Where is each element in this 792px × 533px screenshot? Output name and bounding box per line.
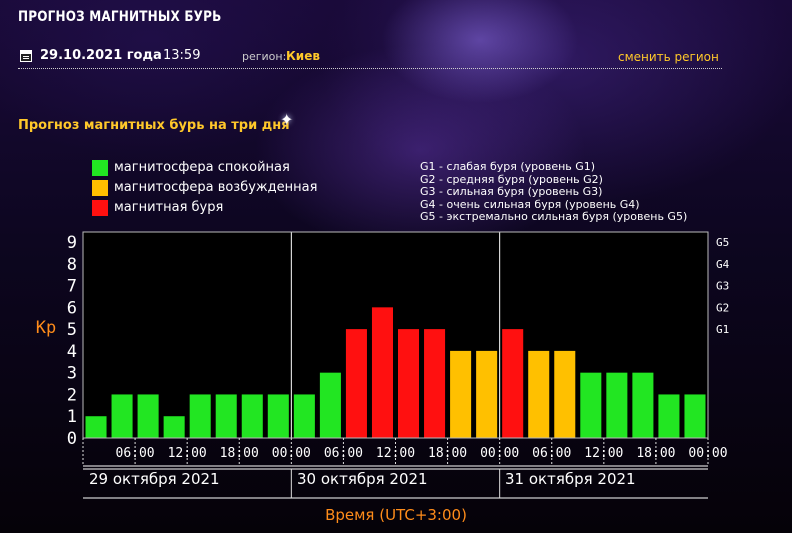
legend-swatch-quiet [92, 160, 108, 176]
x-tick-label: 12:00 [168, 446, 207, 461]
kp-bar [293, 394, 315, 438]
star-icon: ✦ [280, 110, 294, 129]
x-tick-label: 12:00 [376, 446, 415, 461]
y-tick-label: 2 [67, 385, 77, 405]
y-tick-label: 1 [67, 407, 77, 427]
day-label-1: 29 октября 2021 [89, 470, 220, 488]
x-tick-label: 06:00 [116, 446, 155, 461]
kp-bar [398, 329, 420, 438]
x-tick-label: 06:00 [324, 446, 363, 461]
x-tick-label: 18:00 [220, 446, 259, 461]
kp-bar [606, 372, 628, 438]
current-time: 13:59 [163, 48, 201, 63]
y-tick-label: 7 [67, 277, 77, 297]
kp-bar [632, 372, 654, 438]
kp-bar [163, 416, 185, 438]
g-tick-label: G2 [716, 301, 729, 314]
kp-bar [476, 350, 498, 438]
x-tick-label: 00:00 [480, 446, 519, 461]
y-tick-label: 4 [67, 342, 77, 362]
plot-area [83, 232, 708, 438]
change-region-link[interactable]: сменить регион [618, 50, 719, 64]
legend-label-quiet: магнитосфера спокойная [114, 160, 290, 175]
x-tick-label: 00:00 [688, 446, 727, 461]
kp-bar [371, 307, 393, 438]
day-label-2: 30 октября 2021 [297, 470, 428, 488]
g-level-4: G4 - очень сильная буря (уровень G4) [420, 197, 640, 211]
y-tick-label: 8 [67, 255, 77, 275]
section-title: Прогноз магнитных бурь на три дня [18, 118, 290, 133]
x-axis-title: Время (UTC+3:00) [325, 506, 467, 524]
kp-bar [85, 416, 107, 438]
legend-label-active: магнитосфера возбужденная [114, 180, 318, 195]
kp-bar [319, 372, 341, 438]
g-level-1: G1 - слабая буря (уровень G1) [420, 160, 596, 173]
region-value: Киев [286, 49, 320, 63]
kp-bar [111, 394, 133, 438]
g-level-5: G5 - экстремально сильная буря (уровень … [420, 210, 688, 224]
g-tick-label: G5 [716, 236, 729, 249]
kp-bar [137, 394, 159, 438]
kp-bar [450, 350, 472, 438]
legend-item-active: магнитосфера возбужденная [92, 180, 317, 196]
kp-bar [345, 329, 367, 438]
day-label-3: 31 октября 2021 [505, 470, 636, 488]
region-prefix: регион: [242, 50, 287, 63]
site-title: ПРОГНОЗ МАГНИТНЫХ БУРЬ [18, 9, 222, 25]
x-tick-label: 18:00 [428, 446, 467, 461]
kp-bar [684, 394, 706, 438]
current-date: 29.10.2021 года [40, 48, 162, 63]
g-tick-label: G1 [716, 323, 729, 336]
y-axis-title: Kp [36, 318, 56, 338]
kp-bar [267, 394, 289, 438]
y-tick-label: 0 [67, 429, 77, 449]
legend-swatch-active [92, 180, 108, 196]
g-level-3: G3 - сильная буря (уровень G3) [420, 185, 603, 199]
kp-bar [580, 372, 602, 438]
legend-item-quiet: магнитосфера спокойная [92, 160, 290, 176]
kp-bar [554, 350, 576, 438]
g-level-2: G2 - средняя буря (уровень G2) [420, 172, 603, 186]
x-tick-label: 00:00 [272, 446, 311, 461]
x-tick-label: 06:00 [532, 446, 571, 461]
kp-bar [189, 394, 211, 438]
legend-swatch-storm [92, 200, 108, 216]
kp-bar [528, 350, 550, 438]
kp-bar [241, 394, 263, 438]
calendar-icon [20, 50, 32, 62]
y-tick-label: 9 [67, 233, 77, 253]
x-tick-label: 12:00 [584, 446, 623, 461]
header-divider [18, 68, 722, 69]
y-tick-label: 5 [67, 320, 77, 340]
y-tick-label: 3 [67, 364, 77, 384]
g-tick-label: G4 [716, 258, 730, 271]
g-tick-label: G3 [716, 280, 729, 293]
legend-item-storm: магнитная буря [92, 200, 223, 216]
day-labels-row: 29 октября 2021 30 октября 2021 31 октяб… [83, 466, 708, 496]
legend-label-storm: магнитная буря [114, 200, 224, 215]
kp-bar [215, 394, 237, 438]
kp-bar [424, 329, 446, 438]
kp-bar [502, 329, 524, 438]
y-tick-label: 6 [67, 298, 77, 318]
storm-level-legend: G1 - слабая буря (уровень G1) G2 - средн… [420, 160, 688, 224]
x-tick-label: 18:00 [636, 446, 675, 461]
kp-bar [658, 394, 680, 438]
